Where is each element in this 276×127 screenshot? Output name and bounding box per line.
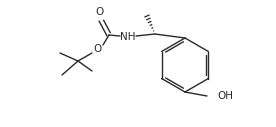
Text: O: O <box>96 7 104 17</box>
Text: NH: NH <box>120 32 136 42</box>
Text: OH: OH <box>217 91 233 101</box>
Text: O: O <box>93 44 101 54</box>
